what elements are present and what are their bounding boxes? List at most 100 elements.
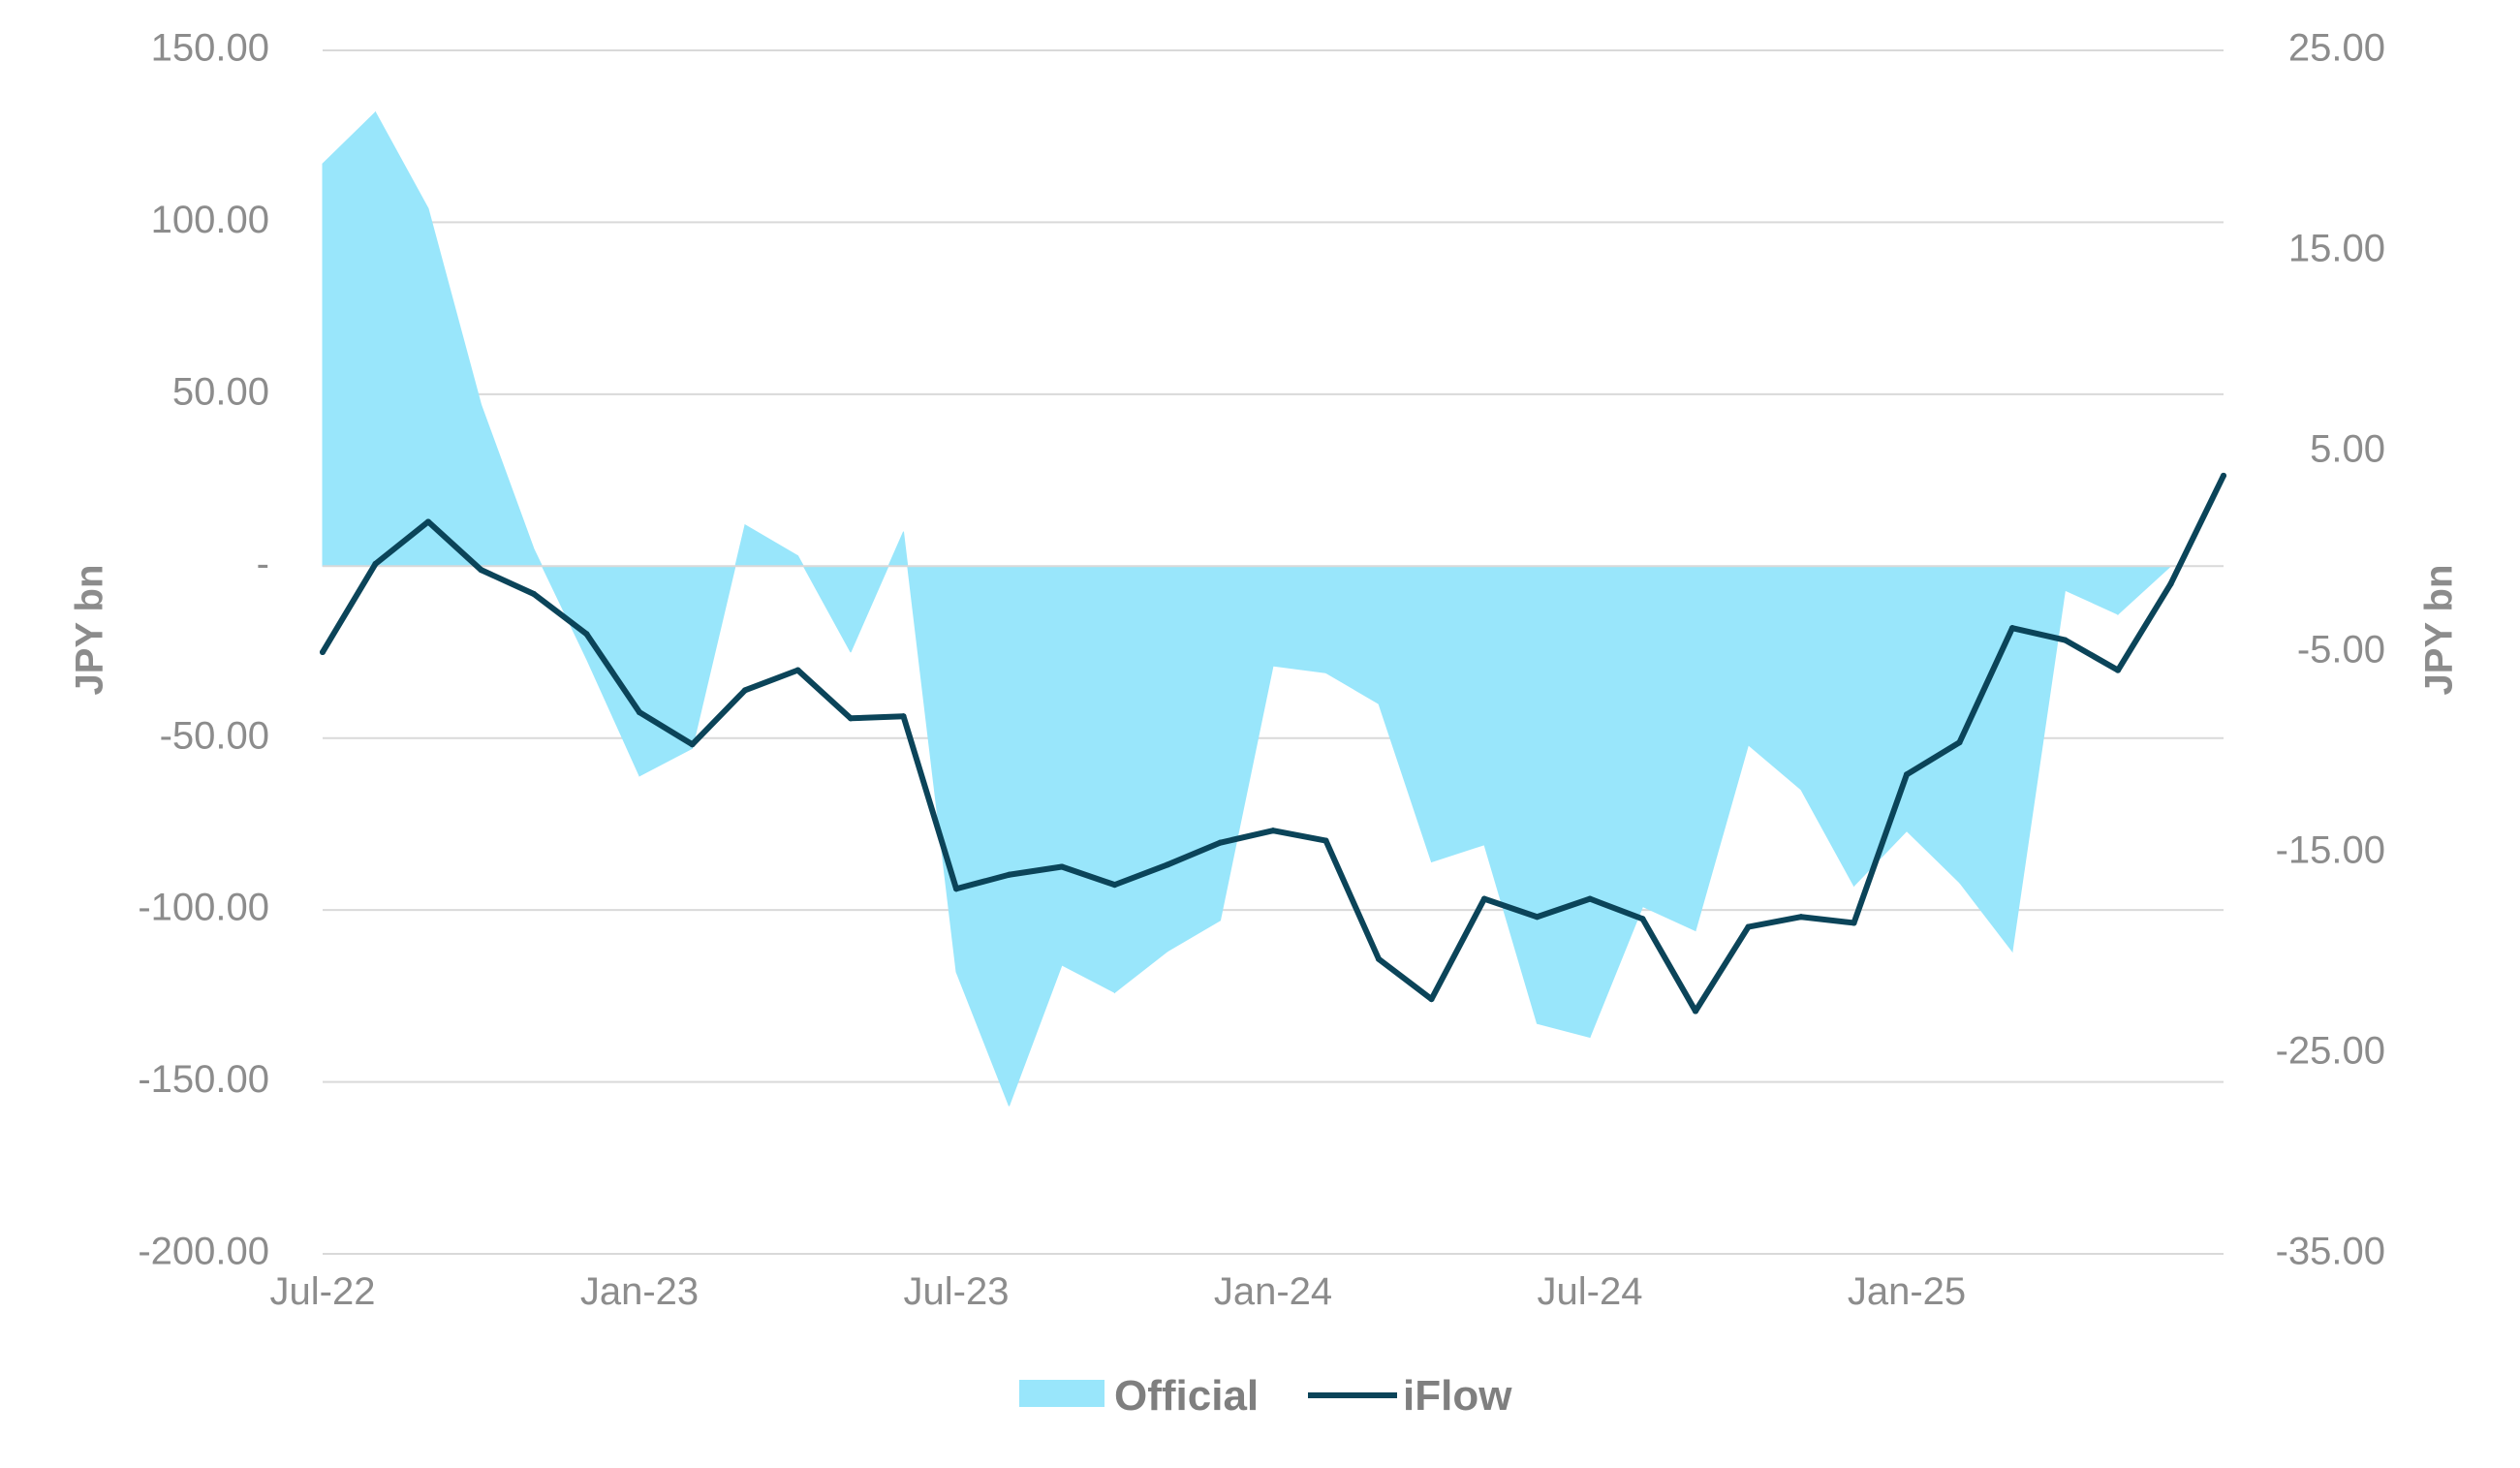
- iflow-line-segment: [1745, 914, 1804, 930]
- left-axis-tick-label: -200.00: [138, 1231, 269, 1273]
- iflow-point: Mar-25: -3.8: [2009, 625, 2015, 632]
- official-area-segment: Nov-23: -112: [1167, 565, 1221, 953]
- iflow-line-segment: [1111, 861, 1170, 889]
- iflow-line-segment: [1165, 839, 1224, 868]
- iflow-point: Sep-23: -15.7: [1059, 863, 1065, 870]
- x-axis: Jul-22 Jan-23 Jul-23 Jan-24 Jul-24 Jan-25: [270, 1270, 1967, 1313]
- iflow-point: May-25: -5.9: [2115, 667, 2121, 673]
- iflow-point: Jul-23: -16.8: [953, 886, 959, 892]
- iflow-line-segment: [2115, 580, 2174, 673]
- iflow-point: Jul-24: -17.3: [1587, 895, 1593, 902]
- left-y-axis: 150.00 100.00 50.00 - -50.00 -100.00 -150.00 -2…: [138, 27, 269, 1273]
- iflow-point: Jan-25: -11.1: [1904, 771, 1910, 778]
- x-axis-tick-label: Jul-24: [1538, 1270, 1643, 1313]
- iflow-line-segment: [1693, 923, 1752, 1015]
- iflow-point: Nov-23: -15.6: [1165, 861, 1170, 868]
- iflow-point: Apr-24: -22.3: [1428, 996, 1435, 1003]
- iflow-line-segment: [1006, 863, 1065, 878]
- iflow-line-segment: [1481, 895, 1540, 921]
- official-area-segment: Apr-24: -86: [1431, 565, 1485, 863]
- official-area-segment: Feb-25: -92: [1959, 565, 2013, 953]
- iflow-line-series: Jul-22: -5 Aug-22: -0.6 Sep-22: 1.5 Oct-22:…: [320, 472, 2226, 1015]
- iflow-point: Aug-24: -18.3: [1639, 916, 1646, 922]
- iflow-line-segment: [1534, 895, 1593, 921]
- iflow-point: Mar-23: -6.9: [742, 687, 748, 694]
- right-axis-tick-label: 5.00: [2310, 428, 2385, 471]
- iflow-point: Aug-22: -0.6: [372, 560, 379, 567]
- official-area-segment: Jan-23: -61: [638, 565, 693, 777]
- x-axis-tick-label: Jan-23: [580, 1270, 699, 1313]
- iflow-point: Aug-23: -16.1: [1006, 871, 1012, 878]
- iflow-line-segment: [425, 518, 484, 574]
- iflow-line-segment: [583, 631, 642, 716]
- left-axis-title: JPY bn: [69, 565, 111, 696]
- iflow-line-segment: [1376, 955, 1435, 1003]
- official-area-segment: Aug-24: -99: [1642, 565, 1696, 932]
- iflow-point: Dec-23: -14.5: [1217, 839, 1224, 846]
- iflow-line-segment: [1270, 828, 1329, 844]
- iflow-line-segment: [953, 871, 1012, 892]
- x-axis-tick-label: Jan-24: [1214, 1270, 1332, 1313]
- iflow-point: Mar-24: -20.3: [1376, 955, 1382, 962]
- iflow-point: Jul-22: -5: [320, 649, 326, 655]
- x-axis-tick-label: Jan-25: [1848, 1270, 1966, 1313]
- left-axis-tick-label: -50.00: [160, 714, 269, 757]
- iflow-point: Feb-24: -14.4: [1322, 837, 1329, 844]
- iflow-point: Oct-22: -0.9: [478, 567, 484, 574]
- iflow-point: Jan-24: -13.9: [1270, 828, 1276, 834]
- left-axis-tick-label: 50.00: [172, 370, 269, 413]
- legend-official-swatch: [1019, 1380, 1104, 1407]
- official-area-segment: Jul-22: 117: [322, 110, 376, 567]
- left-axis-tick-label: -100.00: [138, 887, 269, 929]
- right-axis-tick-label: -5.00: [2297, 629, 2385, 672]
- iflow-point: Jul-25: 3.8: [2221, 472, 2226, 479]
- right-axis-title: JPY bn: [2418, 565, 2461, 696]
- iflow-line-segment: [900, 713, 959, 892]
- right-axis-tick-label: -25.00: [2276, 1030, 2385, 1073]
- official-area-segment: Sep-23: -116: [1061, 565, 1115, 994]
- iflow-line-segment: [689, 687, 748, 748]
- iflow-line-segment: [1587, 895, 1646, 922]
- right-y-axis: 25.00 15.00 5.00 -5.00 -15.00 -25.00 -35.00: [2276, 27, 2385, 1273]
- left-axis-tick-label: -150.00: [138, 1058, 269, 1101]
- iflow-line-segment: [478, 567, 537, 597]
- iflow-line-segment: [531, 590, 590, 638]
- x-axis-tick-label: Jul-22: [270, 1270, 376, 1313]
- right-axis-tick-label: -15.00: [2276, 829, 2385, 872]
- iflow-point: Nov-24: -18.2: [1798, 914, 1804, 921]
- iflow-line-segment: [1217, 828, 1276, 846]
- iflow-line-segment: [1798, 914, 1857, 926]
- official-area-segment: Jan-25: -77: [1906, 565, 1960, 884]
- iflow-line-segment: [637, 709, 696, 748]
- iflow-line-segment: [1428, 895, 1487, 1003]
- iflow-line-segment: [1322, 837, 1382, 962]
- left-axis-tick-label: 150.00: [151, 27, 269, 70]
- iflow-line-segment: [2009, 625, 2069, 643]
- iflow-point: May-23: -8.3: [848, 715, 854, 722]
- x-axis-tick-label: Jul-23: [904, 1270, 1010, 1313]
- iflow-line-segment: [372, 518, 431, 567]
- iflow-point: Jun-23: -8.2: [900, 713, 907, 720]
- right-axis-tick-label: 15.00: [2288, 228, 2385, 270]
- iflow-line-segment: [1059, 863, 1118, 889]
- iflow-line-segment: [2062, 637, 2121, 673]
- iflow-point: Apr-25: -4.4: [2062, 637, 2069, 643]
- iflow-line-segment: [1851, 771, 1910, 926]
- legend-official-label: Official: [1114, 1372, 1259, 1420]
- legend: Official iFlow: [1019, 1372, 1512, 1420]
- iflow-line-segment: [1639, 916, 1698, 1015]
- iflow-line-segment: [742, 667, 801, 694]
- official-area-segment: Jan-24: -29: [1272, 565, 1326, 673]
- iflow-point: Nov-22: -2.1: [531, 590, 537, 597]
- left-axis-tick-label: -: [257, 543, 269, 585]
- iflow-point: Jun-25: -1.6: [2167, 580, 2174, 587]
- official-area-segment: Jun-24: -133: [1537, 565, 1591, 1039]
- left-axis-tick-label: 100.00: [151, 199, 269, 241]
- iflow-point: Jan-23: -8: [637, 709, 642, 716]
- iflow-point: Oct-23: -16.6: [1111, 882, 1118, 889]
- iflow-point: May-24: -17.3: [1481, 895, 1487, 902]
- iflow-point: Sep-24: -22.9: [1693, 1008, 1698, 1015]
- iflow-line-segment: [1904, 739, 1963, 778]
